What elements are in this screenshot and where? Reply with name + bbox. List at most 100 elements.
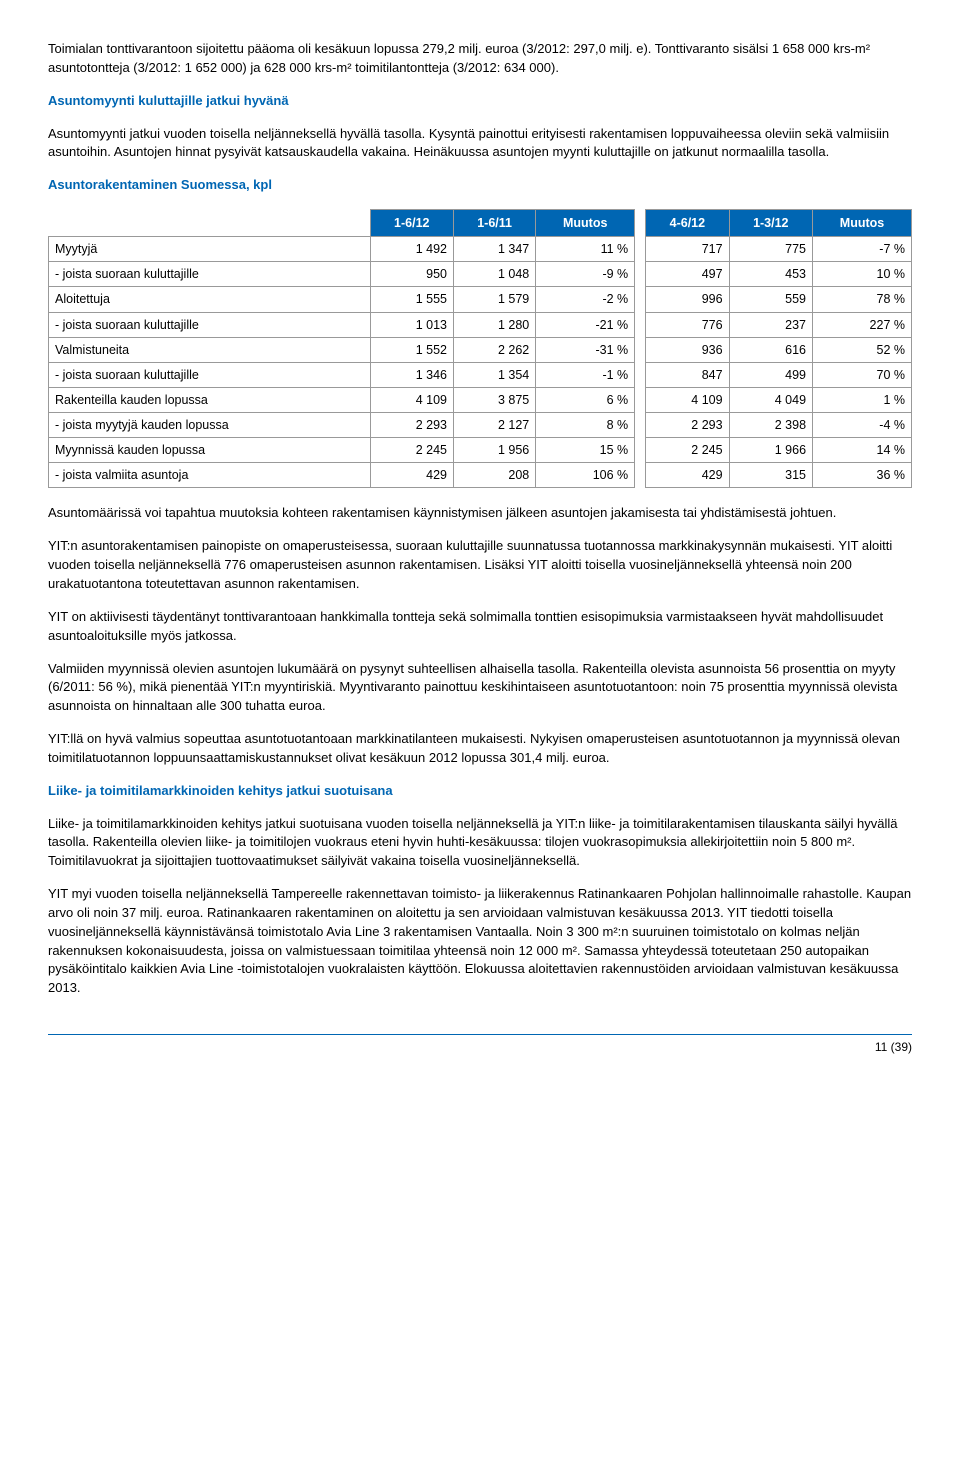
cell: 237 [729,312,812,337]
cell: -7 % [813,237,912,262]
table-row: Myynnissä kauden lopussa2 2451 95615 %2 … [49,438,912,463]
cell: 70 % [813,362,912,387]
th-gap [635,210,646,237]
cell: 936 [646,337,729,362]
th-5: 1-3/12 [729,210,812,237]
cell: 1 346 [370,362,453,387]
row-label: - joista myytyjä kauden lopussa [49,413,371,438]
cell: 1 956 [453,438,535,463]
body-paragraph: Liike- ja toimitilamarkkinoiden kehitys … [48,815,912,872]
row-label: Aloitettuja [49,287,371,312]
cell-gap [635,287,646,312]
cell: -4 % [813,413,912,438]
cell: 15 % [536,438,635,463]
row-label: - joista suoraan kuluttajille [49,262,371,287]
cell: 36 % [813,463,912,488]
cell: 227 % [813,312,912,337]
cell: 2 293 [370,413,453,438]
body-paragraph: YIT:n asuntorakentamisen painopiste on o… [48,537,912,594]
cell: -31 % [536,337,635,362]
cell: 78 % [813,287,912,312]
cell: 497 [646,262,729,287]
cell: 14 % [813,438,912,463]
cell: 6 % [536,387,635,412]
section1-para: Asuntomyynti jatkui vuoden toisella nelj… [48,125,912,163]
cell: 1 280 [453,312,535,337]
cell: 4 049 [729,387,812,412]
cell: 1 552 [370,337,453,362]
th-6: Muutos [813,210,912,237]
body-paragraph: Asuntomäärissä voi tapahtua muutoksia ko… [48,504,912,523]
cell: 1 347 [453,237,535,262]
table-row: - joista suoraan kuluttajille9501 048-9 … [49,262,912,287]
construction-table: 1-6/12 1-6/11 Muutos 4-6/12 1-3/12 Muuto… [48,209,912,488]
cell: 847 [646,362,729,387]
cell: 10 % [813,262,912,287]
cell: 1 966 [729,438,812,463]
cell: 3 875 [453,387,535,412]
cell: -9 % [536,262,635,287]
row-label: - joista suoraan kuluttajille [49,312,371,337]
th-4: 4-6/12 [646,210,729,237]
section3-title: Liike- ja toimitilamarkkinoiden kehitys … [48,782,912,801]
cell-gap [635,387,646,412]
cell-gap [635,362,646,387]
table-row: - joista suoraan kuluttajille1 0131 280-… [49,312,912,337]
cell: 776 [646,312,729,337]
cell: 429 [370,463,453,488]
th-blank [49,210,371,237]
table-row: Aloitettuja1 5551 579-2 %99655978 % [49,287,912,312]
cell: 950 [370,262,453,287]
cell: 315 [729,463,812,488]
body-paragraph: YIT myi vuoden toisella neljänneksellä T… [48,885,912,998]
section2-title: Asuntorakentaminen Suomessa, kpl [48,176,912,195]
cell: 208 [453,463,535,488]
row-label: - joista suoraan kuluttajille [49,362,371,387]
table-row: - joista valmiita asuntoja429208106 %429… [49,463,912,488]
cell: 1 354 [453,362,535,387]
th-1: 1-6/12 [370,210,453,237]
cell: 1 492 [370,237,453,262]
cell: 996 [646,287,729,312]
cell: 2 293 [646,413,729,438]
cell: 8 % [536,413,635,438]
table-row: Valmistuneita1 5522 262-31 % 93661652 % [49,337,912,362]
row-label: Myytyjä [49,237,371,262]
cell-gap [635,237,646,262]
cell: 4 109 [370,387,453,412]
page-number: 11 (39) [48,1039,912,1056]
body-paragraph: Valmiiden myynnissä olevien asuntojen lu… [48,660,912,717]
cell: -2 % [536,287,635,312]
row-label: Myynnissä kauden lopussa [49,438,371,463]
table-row: - joista suoraan kuluttajille1 3461 354-… [49,362,912,387]
cell-gap [635,337,646,362]
cell: -21 % [536,312,635,337]
cell: 1 % [813,387,912,412]
cell: 717 [646,237,729,262]
cell: 775 [729,237,812,262]
body-paragraph: YIT on aktiivisesti täydentänyt tonttiva… [48,608,912,646]
cell-gap [635,463,646,488]
cell: 4 109 [646,387,729,412]
cell: 453 [729,262,812,287]
row-label: - joista valmiita asuntoja [49,463,371,488]
cell: 2 127 [453,413,535,438]
th-2: 1-6/11 [453,210,535,237]
row-label: Rakenteilla kauden lopussa [49,387,371,412]
cell: 1 013 [370,312,453,337]
section1-title: Asuntomyynti kuluttajille jatkui hyvänä [48,92,912,111]
cell: 2 262 [453,337,535,362]
body-paragraph: YIT:llä on hyvä valmius sopeuttaa asunto… [48,730,912,768]
cell: 616 [729,337,812,362]
cell: -1 % [536,362,635,387]
cell-gap [635,413,646,438]
cell: 52 % [813,337,912,362]
cell: 106 % [536,463,635,488]
cell: 499 [729,362,812,387]
row-label: Valmistuneita [49,337,371,362]
cell-gap [635,262,646,287]
cell-gap [635,438,646,463]
cell-gap [635,312,646,337]
th-3: Muutos [536,210,635,237]
page-footer: 11 (39) [48,1034,912,1056]
